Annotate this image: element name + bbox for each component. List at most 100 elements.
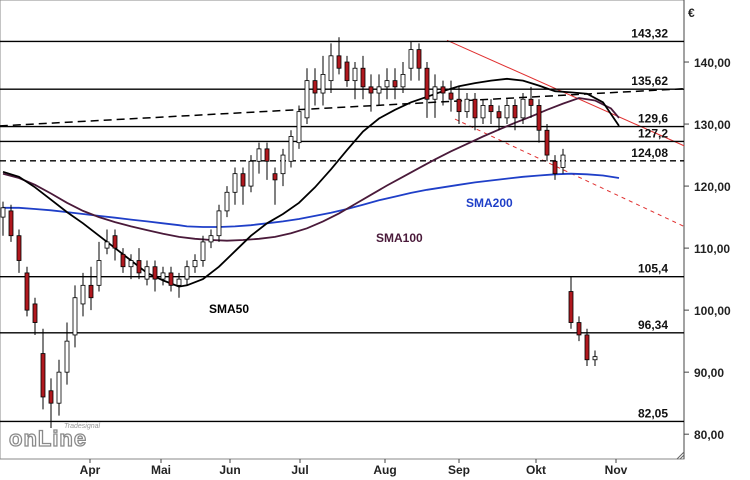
candle xyxy=(528,86,534,118)
candle xyxy=(480,99,486,125)
candle-body-up xyxy=(376,86,382,94)
candle xyxy=(400,62,406,94)
candle xyxy=(304,68,310,125)
level-label: 124,08 xyxy=(631,146,668,160)
level-label: 82,05 xyxy=(638,406,668,420)
candle-body-up xyxy=(200,241,206,261)
candle xyxy=(344,55,350,87)
candle-body-down xyxy=(120,253,126,268)
candle xyxy=(160,266,166,286)
candle xyxy=(456,86,462,125)
sma50-line xyxy=(2,77,620,288)
candle xyxy=(224,186,230,218)
candle-body-down xyxy=(544,129,550,156)
candle xyxy=(112,229,118,261)
candle-body-up xyxy=(480,105,486,119)
candle-body-down xyxy=(440,86,446,94)
candle-body-down xyxy=(344,61,350,82)
level-label: 127,2 xyxy=(638,126,668,140)
candle xyxy=(8,204,14,242)
candle-body-down xyxy=(536,105,542,131)
candle-body-down xyxy=(568,291,574,323)
candle-body-up xyxy=(592,356,598,361)
candle xyxy=(152,260,158,292)
candle xyxy=(168,266,174,292)
logo-brand-text: onLine xyxy=(9,426,87,451)
candle xyxy=(296,105,302,149)
candle xyxy=(208,229,214,249)
candle xyxy=(352,62,358,100)
candle-body-down xyxy=(552,160,558,175)
sma50-label: SMA50 xyxy=(209,302,249,316)
candle-body-up xyxy=(184,266,190,280)
tradesignal-online-logo: Tradesignal onLine xyxy=(8,423,101,452)
x-tick-label: Sep xyxy=(448,463,470,477)
candle-body-down xyxy=(312,80,318,94)
y-axis-ticks: 80,00 90,00 100,00 110,00 120,00 130,00 140,00 xyxy=(684,56,731,442)
candle-body-down xyxy=(368,86,374,94)
candle-body-down xyxy=(512,105,518,119)
candle-body-up xyxy=(408,49,414,69)
candle xyxy=(280,148,286,187)
candle-body-up xyxy=(128,260,134,268)
logo-small-text: Tradesignal xyxy=(64,423,101,430)
sma100-label: SMA100 xyxy=(376,231,423,245)
candle-body-down xyxy=(496,111,502,119)
x-tick-label: Nov xyxy=(605,463,628,477)
x-tick-label: Apr xyxy=(80,463,101,477)
candle xyxy=(272,167,278,205)
candle xyxy=(592,350,598,366)
candle xyxy=(288,130,294,168)
candle-body-down xyxy=(48,390,54,404)
candle-body-up xyxy=(208,235,214,243)
candle xyxy=(312,68,318,106)
trend-lines xyxy=(0,39,685,227)
candle xyxy=(128,254,134,280)
x-tick-label: Jun xyxy=(219,463,240,477)
candle xyxy=(24,266,30,317)
candle-body-up xyxy=(248,160,254,187)
candle xyxy=(432,74,438,118)
candle-body-up xyxy=(176,278,182,286)
candle-body-up xyxy=(72,297,78,336)
candle-body-up xyxy=(56,371,62,404)
resize-corner-icon[interactable] xyxy=(676,451,685,460)
candle xyxy=(368,74,374,112)
candle xyxy=(64,322,70,385)
candle-body-down xyxy=(488,105,494,113)
level-label: 129,6 xyxy=(638,112,668,126)
candle xyxy=(264,142,270,180)
candle-body-up xyxy=(384,80,390,88)
candle-body-up xyxy=(224,191,230,212)
candle xyxy=(384,68,390,100)
candle xyxy=(40,328,46,410)
candle xyxy=(200,235,206,267)
candle-body-down xyxy=(264,148,270,162)
candle-body-down xyxy=(584,334,590,361)
candle-body-down xyxy=(528,98,534,106)
candle-body-up xyxy=(256,148,262,162)
candle-body-up xyxy=(96,260,102,286)
candle xyxy=(472,93,478,131)
candle-body-up xyxy=(560,154,566,168)
candle xyxy=(544,124,550,162)
candle-body-up xyxy=(400,74,406,88)
candle xyxy=(376,74,382,106)
candle xyxy=(576,316,582,342)
candle xyxy=(584,328,590,366)
candle-body-down xyxy=(360,67,366,88)
candle xyxy=(416,43,422,81)
candle-body-down xyxy=(472,98,478,119)
candle-body-up xyxy=(160,272,166,280)
candle xyxy=(72,285,78,348)
candle xyxy=(520,93,526,125)
candle xyxy=(104,229,110,255)
candle-body-down xyxy=(240,173,246,187)
candles xyxy=(0,37,598,428)
candle xyxy=(48,378,54,428)
rising-trendline xyxy=(0,87,685,127)
level-label: 143,32 xyxy=(631,26,668,40)
candle-body-up xyxy=(304,80,310,119)
plot-frame xyxy=(0,0,685,460)
level-label: 135,62 xyxy=(631,74,668,88)
